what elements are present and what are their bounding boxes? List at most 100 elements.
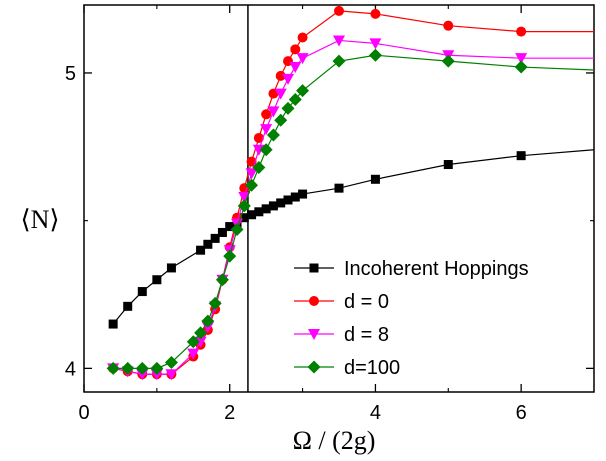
x-tick-label: 6 xyxy=(516,402,527,424)
x-axis-title: Ω / (2g) xyxy=(293,426,376,455)
data-point xyxy=(187,348,200,360)
data-point xyxy=(194,336,207,348)
legend-marker xyxy=(309,263,319,273)
data-point xyxy=(164,355,178,369)
data-point xyxy=(230,223,244,237)
data-point xyxy=(516,26,527,37)
legend-marker xyxy=(309,296,319,306)
data-point xyxy=(441,54,455,68)
y-tick-label: 5 xyxy=(65,63,76,85)
legend-background xyxy=(286,248,586,378)
data-point xyxy=(282,73,294,85)
data-point xyxy=(369,38,382,50)
data-point xyxy=(121,361,135,375)
data-point xyxy=(261,204,271,214)
data-point xyxy=(150,361,164,375)
data-point xyxy=(260,124,273,136)
data-point xyxy=(274,88,287,100)
data-point xyxy=(196,245,206,255)
legend-label: d = 8 xyxy=(344,324,389,346)
data-point xyxy=(370,174,380,184)
legend-item: d = 8 xyxy=(294,324,389,346)
data-point xyxy=(370,8,381,19)
legend-marker xyxy=(308,329,320,340)
data-point xyxy=(254,207,264,217)
x-tick-label: 4 xyxy=(370,402,381,424)
data-point xyxy=(106,361,120,375)
y-tick-label: 4 xyxy=(65,358,76,380)
data-point xyxy=(290,44,301,55)
legend-label: d=100 xyxy=(344,357,400,379)
data-point xyxy=(334,5,344,16)
data-point xyxy=(289,62,302,74)
data-point xyxy=(276,198,286,208)
data-point xyxy=(261,109,272,120)
x-tick-label: 0 xyxy=(78,402,89,424)
y-axis-title: ⟨N⟩ xyxy=(20,205,59,234)
data-point xyxy=(247,210,257,220)
data-point xyxy=(252,160,266,174)
data-point xyxy=(515,53,528,65)
data-point xyxy=(201,314,215,328)
data-point xyxy=(275,70,286,81)
data-point xyxy=(516,151,526,161)
data-point xyxy=(283,195,293,205)
data-point xyxy=(108,319,118,329)
data-point xyxy=(290,192,300,202)
data-point xyxy=(274,113,288,127)
data-point xyxy=(368,48,382,62)
series-line xyxy=(113,54,594,369)
data-point xyxy=(194,326,208,340)
x-tick-label: 2 xyxy=(224,402,235,424)
data-point xyxy=(332,54,346,68)
data-point xyxy=(268,201,278,211)
data-point xyxy=(239,213,249,223)
data-point xyxy=(267,106,280,118)
data-point xyxy=(268,88,279,99)
legend-item: d=100 xyxy=(294,357,400,379)
data-point xyxy=(215,273,229,287)
legend-marker xyxy=(307,360,321,374)
data-point xyxy=(137,287,147,297)
axis-tick-labels: 0 2 4 6 4 5 xyxy=(65,63,527,424)
legend-label: d = 0 xyxy=(344,291,389,313)
data-point xyxy=(514,60,528,74)
legend: Incoherent Hoppings d = 0 d = 8 d=100 xyxy=(286,248,586,379)
data-point xyxy=(203,239,213,249)
data-point xyxy=(253,132,264,143)
data-point xyxy=(266,128,280,142)
data-point xyxy=(259,143,273,157)
data-point xyxy=(296,84,310,98)
data-point xyxy=(225,222,235,232)
legend-item: Incoherent Hoppings xyxy=(294,258,529,280)
data-point xyxy=(123,301,133,311)
legend-item: d = 0 xyxy=(294,291,389,313)
data-point xyxy=(165,369,178,381)
series-1 xyxy=(108,149,594,329)
data-point xyxy=(296,53,309,65)
series-4 xyxy=(106,48,594,375)
data-point xyxy=(217,227,227,237)
data-point xyxy=(298,189,308,199)
legend-label: Incoherent Hoppings xyxy=(344,258,529,280)
data-point xyxy=(443,20,454,31)
data-point xyxy=(333,35,345,47)
data-point xyxy=(210,233,220,243)
data-point xyxy=(166,263,176,273)
data-point xyxy=(297,32,308,43)
data-point xyxy=(443,160,453,170)
data-point xyxy=(245,178,259,192)
data-point xyxy=(238,192,251,204)
data-point xyxy=(288,93,302,107)
data-point xyxy=(223,249,237,263)
data-point xyxy=(135,361,149,375)
data-point xyxy=(334,183,344,193)
data-point xyxy=(245,168,258,180)
data-point xyxy=(281,101,295,115)
data-point xyxy=(252,144,265,156)
data-point xyxy=(152,275,162,285)
series-layer xyxy=(106,5,594,381)
data-point xyxy=(208,296,222,310)
data-point xyxy=(237,199,251,213)
